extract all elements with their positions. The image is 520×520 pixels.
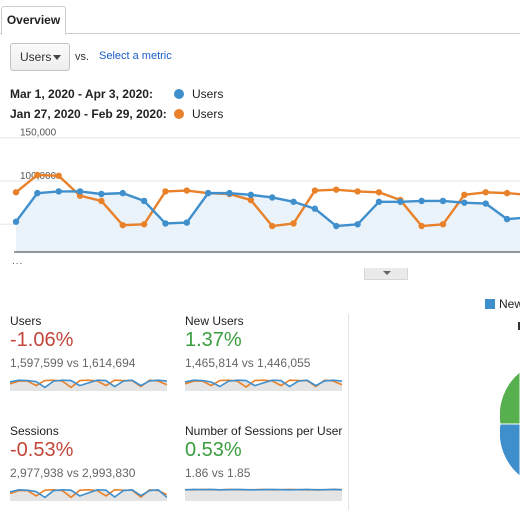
data-point-current (55, 188, 62, 195)
chart-resize-handle[interactable] (364, 268, 408, 280)
tab-overview[interactable]: Overview (1, 6, 66, 35)
y-tick-label: 150,000 (20, 128, 57, 139)
scorecard-comparison: 1,465,814 vs 1,446,055 (185, 356, 311, 370)
vs-label: vs. (75, 51, 90, 63)
sparkline-current (10, 489, 167, 499)
data-point-previous (439, 221, 447, 228)
scorecard-name: Sessions (10, 424, 59, 438)
users-line-chart: 150,000100,00050,000 (0, 128, 520, 274)
legend-current-dot-icon (174, 89, 184, 99)
scorecard-change: -0.53% (10, 439, 74, 461)
pie-chart (500, 371, 520, 477)
scorecard-new-users[interactable]: New Users 1.37% 1,465,814 vs 1,446,055 (185, 314, 350, 392)
data-point-previous (162, 188, 169, 195)
data-point-current (34, 189, 41, 197)
data-point-previous (290, 220, 297, 227)
pie-legend-swatch-icon (485, 299, 495, 309)
sparkline-previous (10, 489, 167, 499)
data-point-current (397, 198, 404, 205)
data-point-previous (375, 189, 383, 196)
legend-previous-series: Users (192, 107, 224, 121)
data-point-previous (311, 187, 319, 194)
scorecard-comparison: 2,977,938 vs 2,993,830 (10, 466, 136, 480)
data-point-current (482, 200, 489, 207)
data-point-current (98, 190, 105, 198)
scorecard-change: -1.06% (10, 329, 74, 351)
panel-divider (348, 314, 349, 510)
sparkline-area (185, 380, 342, 391)
data-point-current (140, 197, 148, 205)
data-point-current (204, 189, 212, 197)
scorecard-users[interactable]: Users -1.06% 1,597,599 vs 1,614,694 (10, 314, 175, 392)
more-indicator: ... (12, 256, 24, 267)
sparkline (185, 379, 342, 391)
data-point-current (461, 199, 468, 206)
data-point-previous (12, 189, 20, 196)
data-point-current (503, 215, 511, 223)
data-point-current (226, 189, 233, 197)
pie-legend-label: New (499, 297, 520, 311)
data-point-previous (183, 187, 190, 194)
sparkline-current (10, 379, 167, 389)
data-point-previous (119, 221, 126, 229)
data-point-previous (418, 222, 425, 230)
data-point-previous (482, 189, 489, 196)
data-point-current (311, 205, 319, 212)
data-point-current (354, 221, 361, 228)
metric-dropdown[interactable]: Users (10, 43, 70, 71)
scorecard-name: Number of Sessions per User (185, 424, 343, 438)
scorecard-change: 1.37% (185, 329, 242, 351)
data-point-current (439, 197, 447, 205)
data-point-previous (269, 222, 276, 230)
scorecard-name: Users (10, 314, 42, 328)
data-point-current (333, 222, 340, 230)
data-point-previous (247, 196, 255, 204)
data-point-previous (34, 171, 41, 179)
data-point-current (269, 194, 276, 201)
data-point-previous (354, 188, 361, 195)
data-point-previous (461, 191, 468, 199)
line-chart-svg: 150,000100,00050,000 (0, 128, 520, 253)
scorecard-name: New Users (185, 314, 244, 328)
pie-legend-marker (518, 322, 520, 330)
scorecard-sessions-per-user[interactable]: Number of Sessions per User 0.53% 1.86 v… (185, 424, 350, 502)
metric-dropdown-value: Users (20, 50, 52, 64)
pie-slice-new (500, 423, 520, 477)
sparkline-area (185, 489, 342, 501)
data-point-previous (55, 172, 62, 180)
sparkline (10, 489, 167, 501)
data-point-current (119, 189, 126, 197)
data-point-current (183, 219, 190, 226)
data-point-current (162, 220, 169, 227)
data-point-previous (503, 189, 511, 197)
scorecard-sessions[interactable]: Sessions -0.53% 2,977,938 vs 2,993,830 (10, 424, 175, 502)
legend-current-range: Mar 1, 2020 - Apr 3, 2020: (10, 87, 153, 101)
sparkline-area (10, 489, 167, 501)
data-point-current (290, 198, 297, 205)
chevron-down-icon (53, 55, 61, 60)
tab-bar: Overview (0, 0, 520, 35)
legend-previous-range: Jan 27, 2020 - Feb 29, 2020: (10, 107, 167, 121)
sparkline (10, 379, 167, 391)
select-metric-link[interactable]: Select a metric (99, 50, 172, 62)
legend-current-series: Users (192, 87, 224, 101)
sparkline-current (185, 379, 342, 388)
data-point-current (76, 188, 84, 195)
data-point-current (418, 197, 425, 205)
scorecard-change: 0.53% (185, 439, 242, 461)
sparkline (185, 488, 342, 501)
data-point-previous (98, 197, 105, 205)
caret-down-icon (383, 271, 391, 275)
sparkline-area (10, 380, 167, 391)
scorecard-comparison: 1.86 vs 1.85 (185, 466, 251, 480)
legend-previous-dot-icon (174, 109, 184, 119)
data-point-current (247, 191, 255, 199)
data-point-current (375, 198, 383, 205)
data-point-current (12, 218, 20, 225)
data-point-previous (140, 221, 148, 228)
scorecard-comparison: 1,597,599 vs 1,614,694 (10, 356, 136, 370)
data-point-previous (333, 186, 340, 193)
